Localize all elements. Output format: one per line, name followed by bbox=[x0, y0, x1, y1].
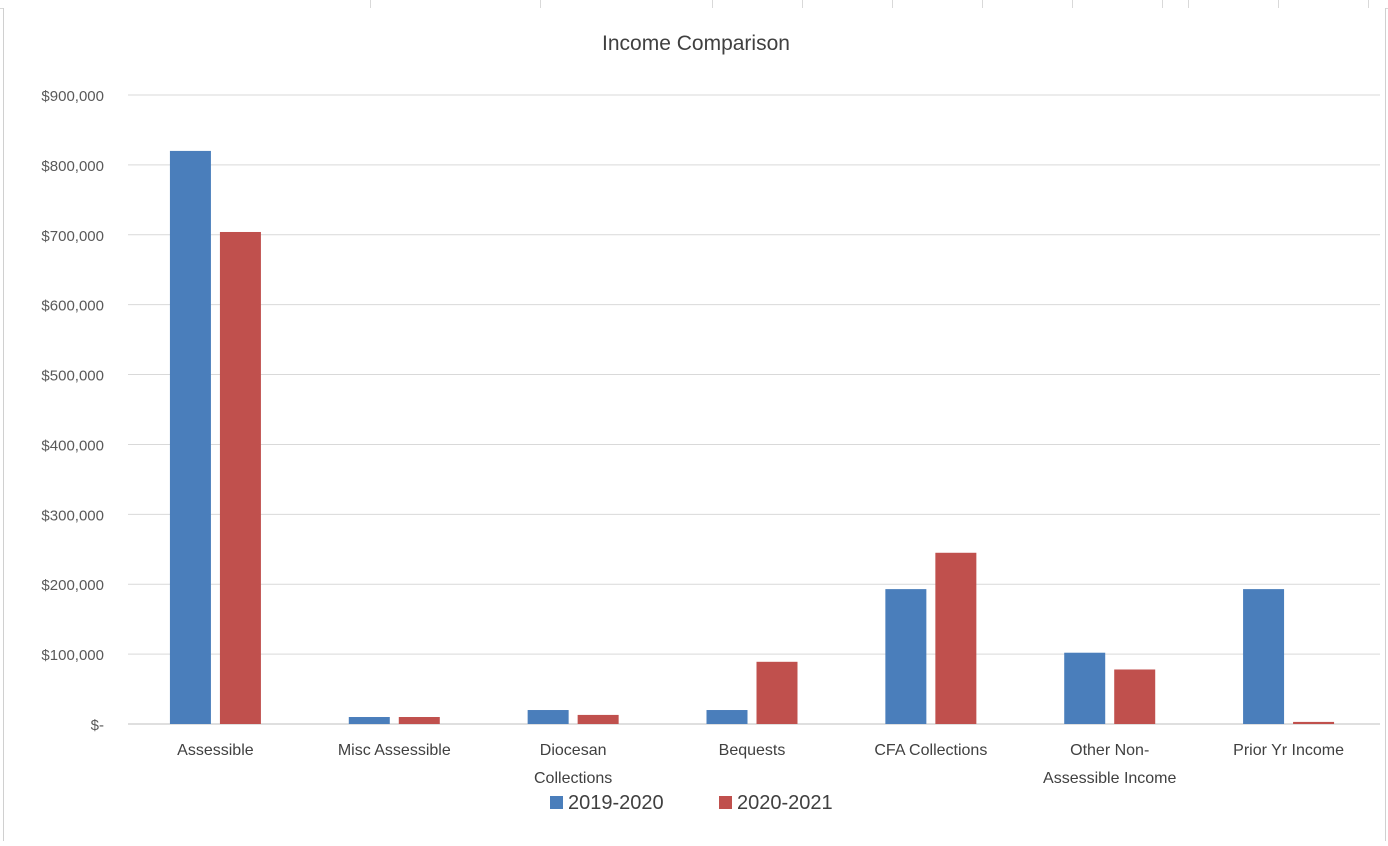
bar-2019-2020-prior-yr-income[interactable] bbox=[1243, 589, 1285, 724]
legend-label: 2019-2020 bbox=[568, 792, 664, 814]
chart-area[interactable]: Income Comparison $- $100,000 $200,000 $300… bbox=[3, 8, 1386, 841]
bar-2019-2020-misc-assessible[interactable] bbox=[348, 717, 390, 724]
bar-2019-2020-cfa-collections[interactable] bbox=[885, 589, 927, 724]
gridlines bbox=[128, 94, 1380, 725]
y-axis: $- $100,000 $200,000 $300,000 $400,000 $500,0… bbox=[41, 88, 104, 734]
bar-2020-2021-diocesan-collections[interactable] bbox=[577, 714, 619, 724]
legend-label: 2020-2021 bbox=[737, 792, 833, 814]
bar-2020-2021-bequests[interactable] bbox=[756, 661, 798, 724]
x-tick-label: Prior Yr Income bbox=[1233, 742, 1344, 759]
bar-2019-2020-assessible[interactable] bbox=[169, 150, 211, 724]
y-tick-label: $100,000 bbox=[41, 647, 104, 664]
y-tick-label: $700,000 bbox=[41, 228, 104, 245]
x-tick-label: CFA Collections bbox=[874, 742, 987, 759]
x-axis: Assessible Misc Assessible Diocesan Collect… bbox=[177, 742, 1344, 787]
x-tick-label: Misc Assessible bbox=[338, 742, 451, 759]
bars bbox=[169, 150, 1335, 724]
y-tick-label: $- bbox=[91, 717, 104, 734]
x-tick-label: Bequests bbox=[719, 742, 786, 759]
bar-2019-2020-diocesan-collections[interactable] bbox=[527, 710, 569, 724]
bar-2020-2021-other-non-assessible-income[interactable] bbox=[1114, 669, 1156, 724]
y-tick-label: $200,000 bbox=[41, 577, 104, 594]
bar-2020-2021-assessible[interactable] bbox=[219, 231, 261, 724]
y-tick-label: $800,000 bbox=[41, 158, 104, 175]
y-tick-label: $600,000 bbox=[41, 298, 104, 315]
legend-item[interactable]: 2019-2020 bbox=[550, 792, 664, 814]
bar-2020-2021-cfa-collections[interactable] bbox=[935, 552, 977, 724]
legend[interactable]: 2019-2020 2020-2021 bbox=[550, 792, 833, 814]
y-tick-label: $400,000 bbox=[41, 437, 104, 454]
legend-swatch bbox=[719, 796, 732, 809]
x-tick-label: Assessible bbox=[177, 742, 254, 759]
legend-item[interactable]: 2020-2021 bbox=[719, 792, 833, 814]
bar-2020-2021-misc-assessible[interactable] bbox=[398, 717, 440, 724]
bar-2020-2021-prior-yr-income[interactable] bbox=[1293, 721, 1335, 724]
x-tick-label: Diocesan Collections bbox=[534, 742, 612, 787]
bar-2019-2020-bequests[interactable] bbox=[706, 710, 748, 724]
legend-swatch bbox=[550, 796, 563, 809]
y-tick-label: $900,000 bbox=[41, 88, 104, 105]
y-tick-label: $500,000 bbox=[41, 368, 104, 385]
chart-title: Income Comparison bbox=[602, 32, 790, 55]
income-comparison-chart: Income Comparison $- $100,000 $200,000 $300… bbox=[41, 32, 1380, 814]
y-tick-label: $300,000 bbox=[41, 507, 104, 524]
x-tick-label: Other Non-Assessible Income bbox=[1043, 742, 1176, 787]
bar-2019-2020-other-non-assessible-income[interactable] bbox=[1064, 652, 1106, 724]
